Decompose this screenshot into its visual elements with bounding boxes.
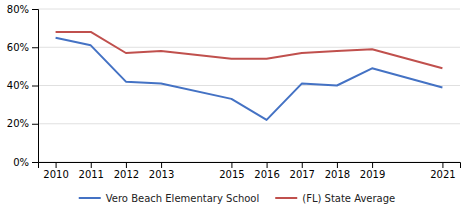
legend-item: Vero Beach Elementary School (79, 193, 260, 204)
axis-line (32, 10, 39, 163)
tick-mark (32, 86, 38, 87)
tick: 2016 (254, 162, 279, 180)
tick: 40% (7, 80, 38, 91)
tick-label: 2019 (360, 169, 385, 180)
legend-swatch (79, 197, 101, 199)
tick-mark (161, 162, 162, 168)
axis-line (39, 163, 461, 169)
tick-label: 80% (7, 4, 29, 15)
tick-mark (32, 9, 38, 10)
tick-mark (32, 124, 38, 125)
tick: 2010 (43, 162, 68, 180)
tick: 2012 (114, 162, 139, 180)
tick-mark (231, 162, 232, 168)
tick-label: 2017 (290, 169, 315, 180)
y-axis: 0% 20% 40% 60% 80% (7, 4, 39, 168)
tick-mark (442, 162, 443, 168)
legend-item: (FL) State Average (275, 193, 395, 204)
legend: Vero Beach Elementary School (FL) State A… (79, 193, 396, 204)
tick-mark (337, 162, 338, 168)
tick-mark (126, 162, 127, 168)
tick: 2017 (290, 162, 315, 180)
tick-mark (302, 162, 303, 168)
plot-area (56, 32, 443, 120)
tick: 60% (7, 42, 38, 53)
series-line (56, 32, 443, 68)
tick: 2013 (149, 162, 174, 180)
tick-label: 2018 (325, 169, 350, 180)
legend-swatch (275, 197, 297, 199)
tick: 2019 (360, 162, 385, 180)
grid-line (38, 85, 460, 86)
grid-line (38, 47, 460, 48)
tick-mark (32, 47, 38, 48)
series-line (56, 38, 443, 120)
tick: 20% (7, 118, 38, 129)
tick-mark (56, 162, 57, 168)
tick: 2015 (219, 162, 244, 180)
tick-mark (372, 162, 373, 168)
tick-mark (91, 162, 92, 168)
tick: 2011 (79, 162, 104, 180)
tick-label: 2011 (79, 169, 104, 180)
tick-label: 2021 (430, 169, 455, 180)
grid-line (38, 9, 460, 10)
tick-label: 2012 (114, 169, 139, 180)
tick-label: 60% (7, 42, 29, 53)
tick-label: 2015 (219, 169, 244, 180)
grid-line (38, 123, 460, 124)
tick: 2018 (325, 162, 350, 180)
tick-label: 40% (7, 80, 29, 91)
tick: 0% (13, 157, 38, 168)
x-axis: 2010 2011 2012 2013 2015 2016 2017 2018 2019 2021 (39, 162, 461, 180)
tick-label: 2010 (43, 169, 68, 180)
legend-label: (FL) State Average (302, 193, 395, 204)
legend-label: Vero Beach Elementary School (106, 193, 260, 204)
grid (38, 9, 460, 162)
tick-label: 2016 (254, 169, 279, 180)
tick-label: 20% (7, 118, 29, 129)
tick: 2021 (430, 162, 455, 180)
tick-label: 2013 (149, 169, 174, 180)
chart: 2010 2011 2012 2013 2015 2016 2017 2018 2019 2021… (0, 0, 474, 208)
tick: 80% (7, 4, 38, 15)
tick-mark (267, 162, 268, 168)
tick-label: 0% (13, 157, 29, 168)
tick-mark (32, 162, 38, 163)
